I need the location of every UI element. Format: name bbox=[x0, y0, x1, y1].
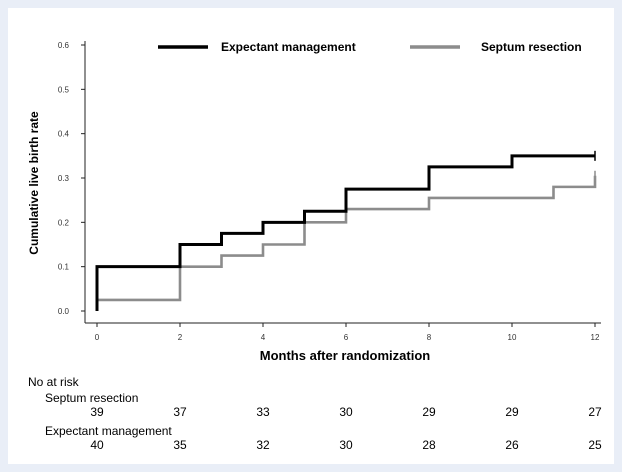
y-tick-label: 0.6 bbox=[58, 41, 70, 50]
x-tick-label: 10 bbox=[508, 333, 517, 342]
risk-count: 40 bbox=[90, 438, 104, 452]
legend: Expectant management Septum resection bbox=[158, 40, 582, 54]
risk-count: 33 bbox=[256, 405, 270, 419]
y-tick-label: 0.2 bbox=[58, 218, 70, 227]
x-axis-label: Months after randomization bbox=[260, 348, 431, 363]
x-tick-label: 2 bbox=[178, 333, 183, 342]
risk-count: 26 bbox=[505, 438, 519, 452]
y-tick-label: 0.5 bbox=[58, 85, 70, 94]
risk-count: 27 bbox=[588, 405, 602, 419]
y-tick-label: 0.1 bbox=[58, 263, 70, 272]
x-tick-label: 12 bbox=[591, 333, 600, 342]
x-tick-label: 8 bbox=[427, 333, 432, 342]
plot-lines bbox=[95, 150, 597, 311]
y-tick-label: 0.3 bbox=[58, 174, 70, 183]
risk-count: 29 bbox=[505, 405, 519, 419]
risk-table-title: No at risk bbox=[28, 375, 79, 389]
km-chart: 0.0 0.1 0.2 0.3 0.4 0.5 0.6 0 2 4 6 8 10 12 Expectant… bbox=[27, 40, 601, 363]
series-line-septum-resection bbox=[95, 175, 597, 311]
risk-count: 28 bbox=[422, 438, 436, 452]
y-axis-label: Cumulative live birth rate bbox=[27, 111, 41, 255]
series-line-expectant-management bbox=[95, 154, 595, 311]
legend-label: Septum resection bbox=[481, 40, 582, 54]
x-tick-label: 4 bbox=[261, 333, 266, 342]
risk-count: 30 bbox=[339, 405, 353, 419]
axes: 0.0 0.1 0.2 0.3 0.4 0.5 0.6 0 2 4 6 8 10 12 bbox=[58, 41, 601, 342]
y-tick-label: 0.0 bbox=[58, 307, 70, 316]
risk-count: 25 bbox=[588, 438, 602, 452]
risk-count: 32 bbox=[256, 438, 270, 452]
figure-panel: 0.0 0.1 0.2 0.3 0.4 0.5 0.6 0 2 4 6 8 10 12 Expectant… bbox=[8, 8, 614, 464]
risk-group-label-expectant: Expectant management bbox=[45, 424, 172, 438]
legend-label: Expectant management bbox=[221, 40, 356, 54]
x-tick-label: 6 bbox=[344, 333, 349, 342]
risk-group-label-septum: Septum resection bbox=[45, 391, 139, 405]
risk-count: 39 bbox=[90, 405, 104, 419]
risk-count: 35 bbox=[173, 438, 187, 452]
y-tick-label: 0.4 bbox=[58, 130, 70, 139]
x-tick-label: 0 bbox=[95, 333, 100, 342]
risk-count: 37 bbox=[173, 405, 187, 419]
risk-count: 29 bbox=[422, 405, 436, 419]
risk-count: 30 bbox=[339, 438, 353, 452]
